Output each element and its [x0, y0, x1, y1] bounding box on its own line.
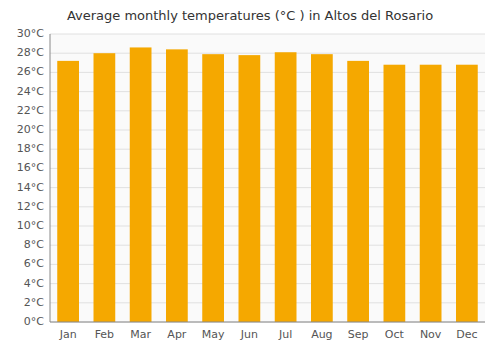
bar — [384, 65, 406, 322]
bar — [166, 49, 188, 322]
y-tick-label: 26°C — [17, 65, 44, 78]
y-tick-label: 4°C — [24, 277, 44, 290]
y-tick-label: 14°C — [17, 181, 44, 194]
bar — [456, 65, 478, 322]
bars — [57, 47, 478, 322]
bar — [94, 53, 116, 322]
x-tick-label: Jul — [278, 328, 292, 341]
bar — [239, 55, 261, 322]
y-tick-label: 12°C — [17, 200, 44, 213]
x-tick-label: Aug — [311, 328, 332, 341]
y-axis-line — [50, 34, 51, 322]
x-tick-label: Oct — [385, 328, 405, 341]
grid-line — [50, 34, 485, 35]
bar — [347, 61, 369, 322]
x-tick-label: May — [202, 328, 225, 341]
y-axis: 0°C 2°C 4°C 6°C 8°C 10°C 12°C 14°C 16°C 18°C 20°C 2… — [17, 27, 44, 328]
plot-area — [50, 34, 485, 322]
y-tick-label: 0°C — [24, 315, 44, 328]
grid — [50, 34, 485, 322]
y-tick-label: 6°C — [24, 257, 44, 270]
x-axis: Jan Feb Mar Apr May Jun Jul Aug Sep Oct Nov Dec — [59, 328, 478, 341]
bar — [202, 54, 224, 322]
title: Average monthly temperatures (°C ) in Al… — [67, 8, 433, 23]
y-tick-label: 22°C — [17, 104, 44, 117]
y-tick-label: 20°C — [17, 123, 44, 136]
y-tick-label: 28°C — [17, 46, 44, 59]
bar — [311, 54, 333, 322]
x-axis-line — [50, 322, 485, 323]
y-tick-label: 16°C — [17, 161, 44, 174]
x-tick-label: Jan — [59, 328, 77, 341]
bar — [130, 47, 152, 322]
x-tick-label: Dec — [456, 328, 477, 341]
y-tick-label: 8°C — [24, 238, 44, 251]
x-tick-label: Jun — [240, 328, 258, 341]
chart: 0°C 2°C 4°C 6°C 8°C 10°C 12°C 14°C 16°C 18°C 20°C 2… — [0, 0, 500, 350]
y-tick-label: 2°C — [24, 296, 44, 309]
x-tick-label: Feb — [95, 328, 114, 341]
x-tick-label: Sep — [348, 328, 369, 341]
grid-line — [50, 322, 485, 323]
y-tick-label: 10°C — [17, 219, 44, 232]
y-tick-label: 30°C — [17, 27, 44, 40]
y-tick-label: 18°C — [17, 142, 44, 155]
bar — [420, 65, 442, 322]
y-tick-label: 24°C — [17, 85, 44, 98]
bar — [57, 61, 79, 322]
x-tick-label: Mar — [130, 328, 151, 341]
x-tick-label: Nov — [420, 328, 442, 341]
bar — [275, 52, 297, 322]
x-tick-label: Apr — [167, 328, 187, 341]
